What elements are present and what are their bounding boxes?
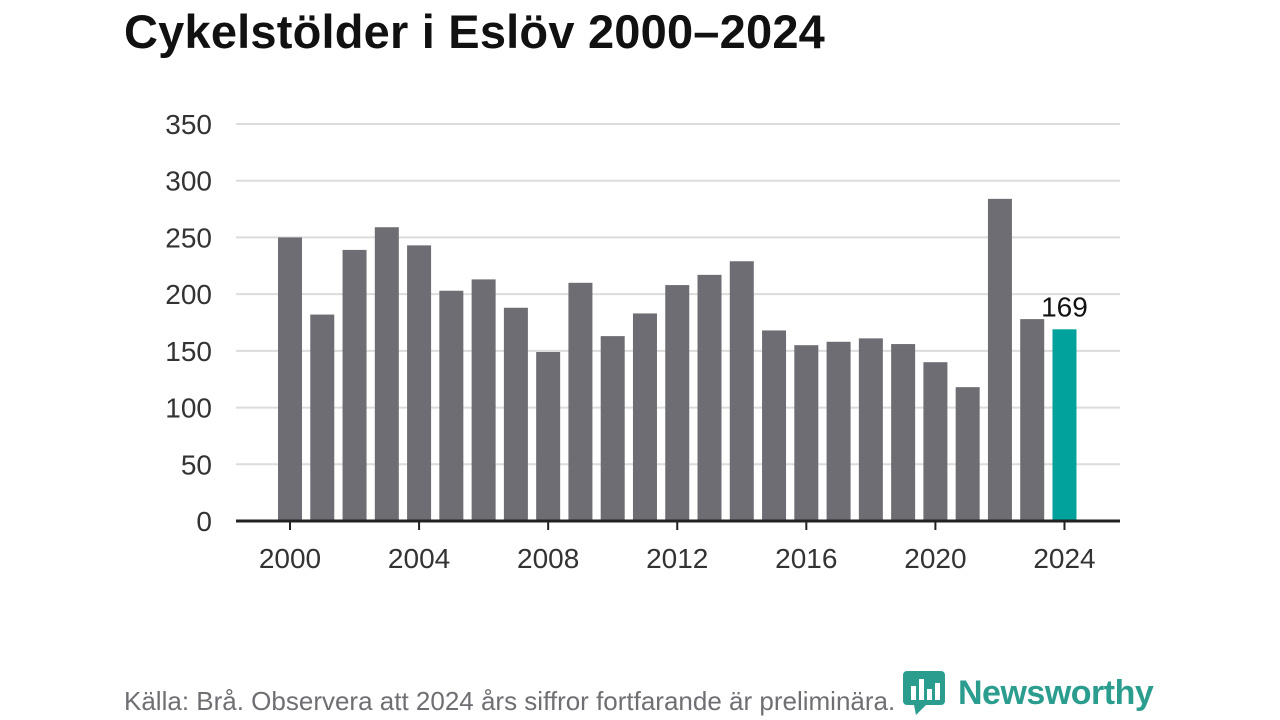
- bar-2024: [1052, 329, 1077, 521]
- bar-2019: [891, 344, 916, 521]
- bar-2018: [858, 338, 883, 521]
- bar-2008: [536, 351, 561, 521]
- bar-2001: [310, 314, 335, 521]
- x-tick-label: 2000: [259, 543, 321, 574]
- bar-2004: [407, 245, 432, 521]
- x-tick-label: 2024: [1033, 543, 1095, 574]
- bar-2010: [600, 336, 625, 521]
- brand-logo: Newsworthy: [902, 670, 1154, 716]
- bar-2023: [1020, 319, 1045, 521]
- x-tick-label: 2008: [517, 543, 579, 574]
- bar-2016: [794, 345, 819, 521]
- x-tick-label: 2020: [904, 543, 966, 574]
- y-axis: 0 50 100 150 200 250 300 350: [165, 109, 212, 537]
- y-tick-label: 0: [196, 506, 212, 537]
- x-tick-label: 2012: [646, 543, 708, 574]
- data-label-2024: 169: [1041, 291, 1088, 322]
- y-tick-label: 200: [165, 279, 212, 310]
- bar-2015: [762, 330, 787, 521]
- y-tick-label: 50: [181, 449, 212, 480]
- bar-2021: [955, 387, 980, 521]
- chart-title: Cykelstölder i Eslöv 2000–2024: [124, 5, 825, 58]
- bar-2005: [439, 290, 464, 521]
- data-labels: 169: [1041, 291, 1088, 322]
- y-tick-label: 350: [165, 109, 212, 140]
- bar-2011: [632, 313, 657, 521]
- bar-2007: [503, 307, 528, 521]
- bar-2002: [342, 249, 367, 522]
- y-tick-label: 300: [165, 166, 212, 197]
- bar-2017: [826, 341, 851, 521]
- source-note: Källa: Brå. Observera att 2024 års siffr…: [124, 686, 896, 716]
- bar-2000: [278, 237, 302, 521]
- bar-2022: [987, 198, 1012, 521]
- bar-2020: [923, 362, 948, 521]
- y-tick-label: 250: [165, 222, 212, 253]
- bar-2003: [374, 227, 399, 521]
- bar-2014: [729, 261, 754, 521]
- bar-2013: [697, 274, 722, 521]
- bar-2009: [568, 282, 593, 521]
- y-tick-label: 100: [165, 393, 212, 424]
- x-tick-label: 2004: [388, 543, 450, 574]
- newsworthy-logo-icon: [903, 671, 945, 715]
- bar-2012: [665, 285, 690, 521]
- x-axis: 2000 2004 2008 2012 2016 2020 2024: [236, 519, 1120, 574]
- y-tick-label: 150: [165, 336, 212, 367]
- bar-2006: [471, 279, 496, 521]
- brand-name: Newsworthy: [958, 673, 1154, 712]
- bars: [278, 198, 1077, 522]
- x-tick-label: 2016: [775, 543, 837, 574]
